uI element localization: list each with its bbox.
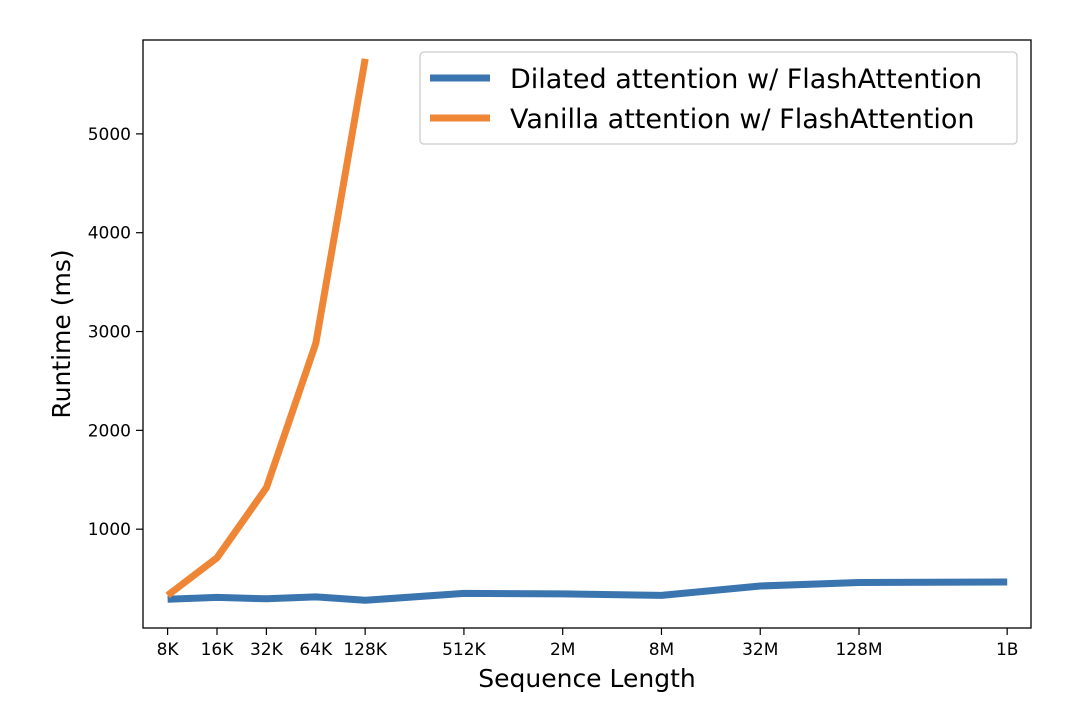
y-tick-label: 1000 [88, 520, 131, 540]
series-layer [165, 58, 1008, 604]
x-tick-label: 8K [157, 640, 180, 660]
legend-frame [419, 51, 1018, 145]
y-tick-label: 4000 [88, 224, 131, 244]
x-tick-label: 512K [442, 640, 486, 660]
y-axis: 1000 2000 3000 4000 5000 [88, 125, 143, 540]
x-tick-label: 2M [550, 640, 575, 660]
x-tick-label: 128M [835, 640, 882, 660]
series-line [165, 58, 369, 599]
y-tick-label: 2000 [88, 421, 131, 441]
x-tick-label: 16K [201, 640, 235, 660]
x-tick-label: 32K [250, 640, 284, 660]
y-tick-label: 3000 [88, 323, 131, 343]
legend-label: Vanilla attention w/ FlashAttention [510, 104, 975, 135]
x-tick-label: 32M [742, 640, 778, 660]
x-tick-label: 1B [996, 640, 1018, 660]
x-axis: 8K 16K 32K 64K 128K 512K 2M 8M 32M 128M 1B [157, 628, 1018, 660]
x-tick-label: 64K [299, 640, 333, 660]
legend: Dilated attention w/ FlashAttention Vanil… [419, 51, 1018, 145]
y-axis-title: Runtime (ms) [47, 249, 76, 418]
x-tick-label: 8M [649, 640, 674, 660]
x-tick-label: 128K [343, 640, 387, 660]
x-axis-title: Sequence Length [478, 664, 696, 693]
series-line [167, 578, 1008, 604]
legend-label: Dilated attention w/ FlashAttention [510, 64, 982, 95]
y-tick-label: 5000 [88, 125, 131, 145]
